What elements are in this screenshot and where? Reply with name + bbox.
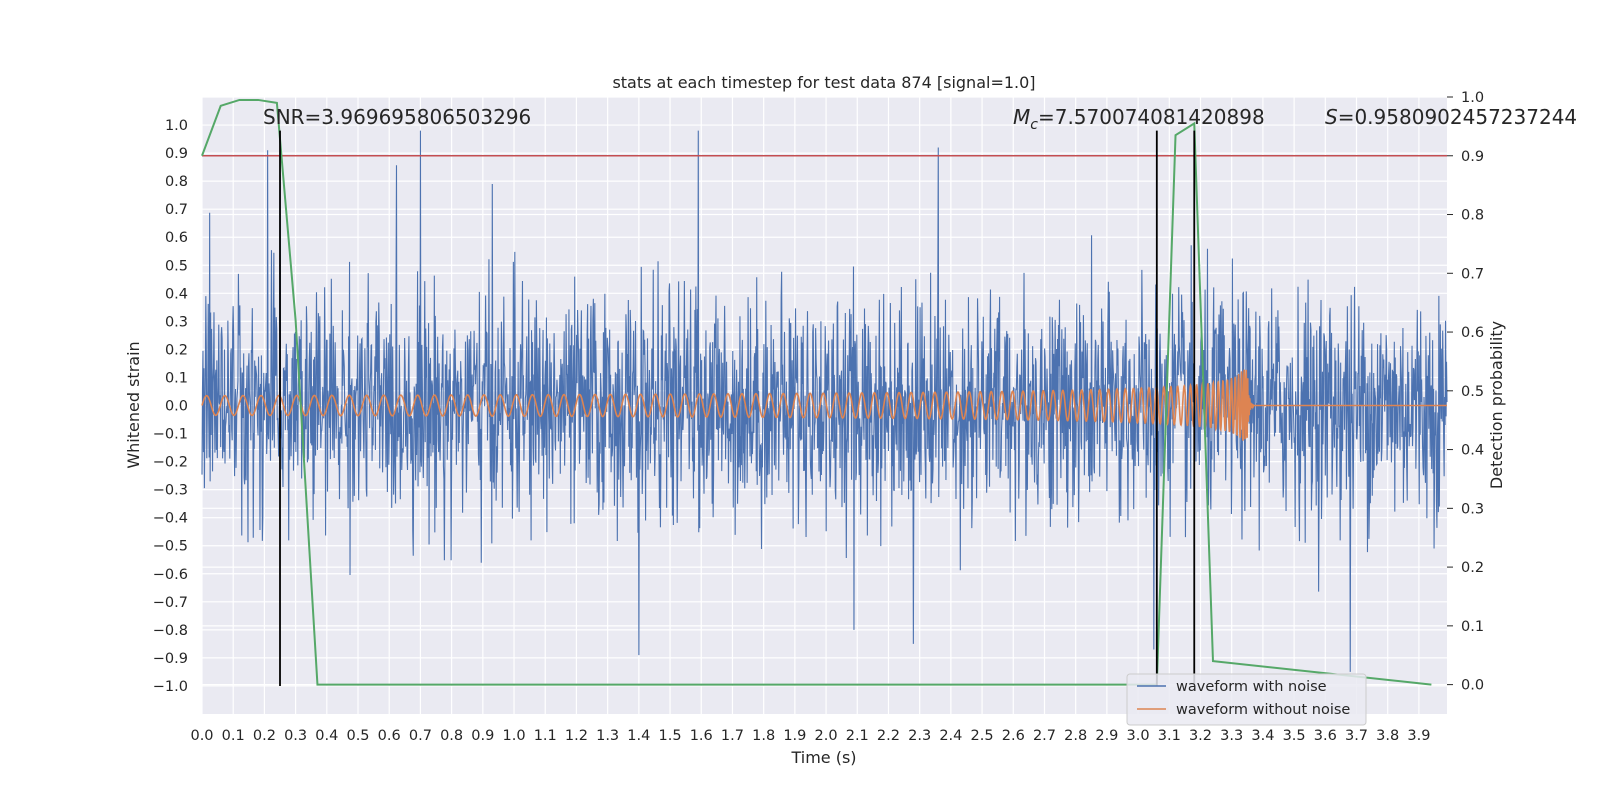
x-tick-label: 3.9 bbox=[1407, 728, 1430, 744]
y2-tick-label: 1.0 bbox=[1461, 90, 1484, 106]
y-tick-label: −0.4 bbox=[153, 511, 188, 527]
x-tick-label: 1.2 bbox=[565, 728, 588, 744]
x-tick-label: 1.8 bbox=[752, 728, 775, 744]
y-tick-label: 0.0 bbox=[165, 399, 188, 415]
x-axis-ticks: 0.0 0.1 0.2 0.3 0.4 0.5 0.6 0.7 0.8 0.9 1.0 1.1 1.2 1… bbox=[190, 728, 1430, 744]
x-tick-label: 2.1 bbox=[846, 728, 869, 744]
score-annotation: S=0.9580902457237244 bbox=[1325, 105, 1577, 129]
x-tick-label: 0.4 bbox=[315, 728, 338, 744]
legend-box bbox=[1126, 673, 1367, 726]
legend-label-noise: waveform with noise bbox=[1176, 679, 1327, 695]
y-axis-label: Whitened strain bbox=[124, 341, 143, 468]
x-tick-label: 0.9 bbox=[471, 728, 494, 744]
x-tick-label: 0.5 bbox=[346, 728, 369, 744]
chirp-mass-value: =7.570074081420898 bbox=[1038, 105, 1265, 129]
x-tick-label: 0.0 bbox=[190, 728, 213, 744]
x-tick-label: 3.1 bbox=[1158, 728, 1181, 744]
y-tick-label: 0.2 bbox=[165, 342, 188, 358]
y-tick-label: −0.6 bbox=[153, 567, 188, 583]
y-tick-label: 0.5 bbox=[165, 258, 188, 274]
x-tick-label: 3.7 bbox=[1345, 728, 1368, 744]
x-tick-label: 3.3 bbox=[1220, 728, 1243, 744]
x-tick-label: 1.7 bbox=[721, 728, 744, 744]
y-tick-label: 0.8 bbox=[165, 174, 188, 190]
y-tick-label: 0.9 bbox=[165, 146, 188, 162]
snr-annotation: SNR=3.969695806503296 bbox=[263, 105, 531, 129]
x-tick-label: 2.8 bbox=[1064, 728, 1087, 744]
y-tick-label: 0.4 bbox=[165, 286, 188, 302]
x-tick-label: 1.0 bbox=[502, 728, 525, 744]
x-tick-label: 2.2 bbox=[877, 728, 900, 744]
y-tick-label: −0.8 bbox=[153, 623, 188, 639]
y2-tick-label: 0.6 bbox=[1461, 325, 1484, 341]
x-tick-label: 2.7 bbox=[1033, 728, 1056, 744]
score-value: =0.9580902457237244 bbox=[1338, 105, 1577, 129]
x-tick-label: 0.6 bbox=[378, 728, 401, 744]
x-tick-label: 0.3 bbox=[284, 728, 307, 744]
x-tick-label: 1.4 bbox=[627, 728, 650, 744]
chirp-mass-symbol: M bbox=[1013, 105, 1030, 129]
x-tick-label: 1.1 bbox=[534, 728, 557, 744]
x-tick-label: 2.5 bbox=[971, 728, 994, 744]
x-tick-label: 0.7 bbox=[409, 728, 432, 744]
x-tick-label: 3.8 bbox=[1376, 728, 1399, 744]
legend: waveform with noise waveform without noi… bbox=[1126, 673, 1367, 726]
y2-tick-label: 0.8 bbox=[1461, 208, 1484, 224]
x-tick-label: 2.3 bbox=[908, 728, 931, 744]
x-tick-label: 2.6 bbox=[1002, 728, 1025, 744]
x-tick-label: 3.5 bbox=[1283, 728, 1306, 744]
y2-tick-label: 0.3 bbox=[1461, 501, 1484, 517]
detection-probability-series bbox=[201, 98, 1432, 686]
x-tick-label: 2.4 bbox=[939, 728, 962, 744]
x-tick-label: 1.3 bbox=[596, 728, 619, 744]
y-tick-label: −0.2 bbox=[153, 455, 188, 471]
y-axis-ticks: 1.0 0.9 0.8 0.7 0.6 0.5 0.4 0.3 0.2 0.1 0.0 −0.1 −0.… bbox=[153, 118, 188, 695]
x-axis-label: Time (s) bbox=[790, 748, 856, 767]
y2-tick-label: 0.7 bbox=[1461, 266, 1484, 282]
y-tick-label: 1.0 bbox=[165, 118, 188, 134]
x-tick-label: 0.2 bbox=[253, 728, 276, 744]
x-tick-label: 3.6 bbox=[1314, 728, 1337, 744]
y-tick-label: 0.6 bbox=[165, 230, 188, 246]
x-tick-label: 1.9 bbox=[783, 728, 806, 744]
y2-tick-label: 0.0 bbox=[1461, 678, 1484, 694]
y-tick-label: −0.3 bbox=[153, 483, 188, 499]
y2-tick-label: 0.9 bbox=[1461, 149, 1484, 165]
x-tick-label: 1.5 bbox=[659, 728, 682, 744]
y-tick-label: 0.1 bbox=[165, 370, 188, 386]
y-tick-label: −1.0 bbox=[153, 679, 188, 695]
score-symbol: S bbox=[1325, 105, 1338, 129]
y-tick-label: −0.7 bbox=[153, 595, 188, 611]
x-tick-label: 2.9 bbox=[1095, 728, 1118, 744]
chirp-mass-subscript: c bbox=[1030, 117, 1038, 133]
y2-axis-ticks: 1.0 0.9 0.8 0.7 0.6 0.5 0.4 0.3 0.2 0.1 0.0 bbox=[1447, 90, 1484, 694]
chirp-mass-annotation: Mc=7.570074081420898 bbox=[1013, 105, 1265, 133]
y2-tick-label: 0.1 bbox=[1461, 619, 1484, 635]
y-tick-label: −0.5 bbox=[153, 539, 188, 555]
x-tick-label: 3.2 bbox=[1189, 728, 1212, 744]
x-tick-label: 0.8 bbox=[440, 728, 463, 744]
waveform-without-noise-line bbox=[201, 369, 1447, 441]
y2-axis-label: Detection probability bbox=[1487, 321, 1506, 489]
event-markers bbox=[279, 130, 1196, 686]
y-tick-label: 0.7 bbox=[165, 202, 188, 218]
y-tick-label: −0.9 bbox=[153, 651, 188, 667]
y2-tick-label: 0.5 bbox=[1461, 384, 1484, 400]
detection-probability-line bbox=[201, 98, 1432, 686]
y2-tick-label: 0.2 bbox=[1461, 560, 1484, 576]
chart-title: stats at each timestep for test data 874… bbox=[612, 73, 1035, 92]
x-tick-label: 0.1 bbox=[222, 728, 245, 744]
x-tick-label: 1.6 bbox=[690, 728, 713, 744]
y2-tick-label: 0.4 bbox=[1461, 443, 1484, 459]
y-tick-label: −0.1 bbox=[153, 427, 188, 443]
x-tick-label: 3.4 bbox=[1251, 728, 1274, 744]
waveform-without-noise-series bbox=[201, 369, 1447, 441]
x-tick-label: 2.0 bbox=[815, 728, 838, 744]
legend-label-clean: waveform without noise bbox=[1176, 702, 1350, 718]
x-tick-label: 3.0 bbox=[1127, 728, 1150, 744]
y-tick-label: 0.3 bbox=[165, 314, 188, 330]
